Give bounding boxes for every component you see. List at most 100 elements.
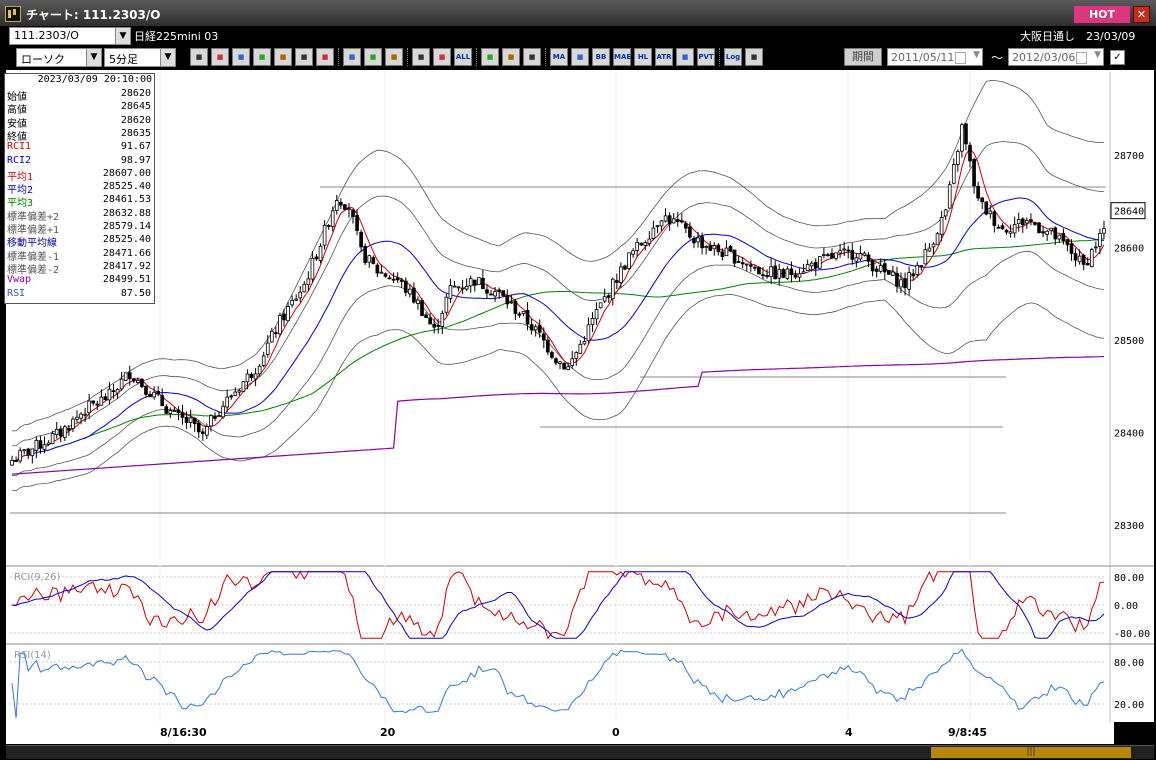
- info-value: 28635: [120, 127, 151, 139]
- candle-body: [781, 269, 786, 278]
- color-icon[interactable]: ■: [253, 48, 271, 66]
- candle-body: [574, 352, 579, 359]
- all-icon[interactable]: ALL: [454, 48, 472, 66]
- candle-body: [1016, 219, 1021, 225]
- chevron-down-icon[interactable]: ▼: [1094, 50, 1101, 60]
- candle-body: [517, 313, 522, 316]
- candle-body: [623, 265, 627, 270]
- candle-body: [420, 300, 424, 317]
- candle-body: [590, 318, 595, 325]
- zoom-icon[interactable]: ■: [190, 48, 208, 66]
- gear-icon[interactable]: ■: [481, 48, 499, 66]
- candle-body: [196, 422, 201, 433]
- vwap-line: [11, 356, 1105, 475]
- candle-body: [740, 262, 745, 265]
- candle-body: [619, 266, 623, 283]
- candle-body: [684, 223, 688, 229]
- info-row: 標準偏差-2 28417.92: [7, 261, 151, 276]
- info-value: 28620: [120, 88, 151, 99]
- rci-panel-title: RCI(9,26): [14, 572, 61, 583]
- calendar-icon[interactable]: [1076, 52, 1087, 64]
- check-icon[interactable]: ✓: [1110, 50, 1125, 65]
- date-range-separator: ～: [991, 51, 1004, 65]
- ma3-line: [11, 238, 1105, 462]
- candle-body: [627, 252, 631, 269]
- brush-icon[interactable]: ■: [502, 48, 520, 66]
- candle-body: [314, 256, 319, 260]
- horizontal-scrollbar[interactable]: |||: [6, 745, 1154, 759]
- ma-icon[interactable]: MA: [550, 48, 568, 66]
- chevron-down-icon[interactable]: ▼: [86, 49, 101, 66]
- candle-body: [278, 315, 282, 335]
- palette-icon[interactable]: ■: [523, 48, 541, 66]
- interval-select[interactable]: 5分足 ▼: [104, 48, 176, 67]
- hot-button[interactable]: HOT: [1074, 6, 1130, 23]
- y-tick-label: 28700: [1114, 151, 1144, 162]
- candle-body: [1004, 229, 1009, 233]
- down-arrow-icon[interactable]: ■: [232, 48, 250, 66]
- candle-body: [26, 448, 31, 455]
- bar-icon[interactable]: ■: [211, 48, 229, 66]
- bs-icon[interactable]: ■: [676, 48, 694, 66]
- chart-type-select[interactable]: ローソク ▼: [16, 48, 102, 67]
- ma2-icon[interactable]: ■: [571, 48, 589, 66]
- candle-body: [83, 413, 87, 416]
- chevron-down-icon[interactable]: ▼: [115, 28, 130, 44]
- candle-body: [355, 214, 359, 231]
- candle-body: [1012, 223, 1017, 234]
- mae-icon[interactable]: MAE: [613, 48, 631, 66]
- rci-y-tick-label: 80.00: [1114, 573, 1144, 584]
- date-to-field[interactable]: 2012/03/06 ▼: [1008, 48, 1104, 66]
- cursor-icon[interactable]: ■: [364, 48, 382, 66]
- info-label: 標準偏差+1: [7, 225, 60, 236]
- candle-body: [22, 449, 27, 452]
- date-from-field[interactable]: 2011/05/11 ▼: [887, 48, 983, 66]
- rci-y-tick-label: -80.00: [1114, 629, 1150, 640]
- chart-area[interactable]: [6, 70, 1154, 722]
- x-tick-label: 8/16:30: [160, 726, 207, 739]
- chevron-down-icon[interactable]: ▼: [973, 50, 980, 60]
- updown-icon[interactable]: ■: [295, 48, 313, 66]
- candle-body: [903, 278, 907, 289]
- period-button[interactable]: 期間: [844, 48, 882, 66]
- toolbar-separator: [338, 48, 341, 66]
- cross-icon[interactable]: ■: [412, 48, 430, 66]
- grid-icon[interactable]: ■: [274, 48, 292, 66]
- candle-body: [533, 326, 538, 331]
- info-label: 平均1: [7, 171, 34, 183]
- candle-body: [188, 417, 193, 423]
- candle-body: [416, 299, 420, 304]
- candle-body: [728, 245, 733, 252]
- candle-body: [1000, 225, 1005, 230]
- candle-body: [513, 300, 518, 314]
- bb-icon[interactable]: BB: [592, 48, 610, 66]
- log-icon[interactable]: Log: [724, 48, 742, 66]
- info-label: 標準偏差-2: [7, 264, 60, 276]
- close-icon[interactable]: ✕: [1133, 6, 1150, 23]
- scrollbar-thumb[interactable]: |||: [931, 747, 1131, 758]
- x-tick-label: 0: [612, 726, 620, 739]
- pen-icon[interactable]: ■: [343, 48, 361, 66]
- hl-icon[interactable]: HL: [634, 48, 652, 66]
- chevron-down-icon[interactable]: ▼: [160, 49, 175, 66]
- atr-icon[interactable]: ATR: [655, 48, 673, 66]
- candle-body: [1029, 219, 1033, 222]
- candle-body: [874, 268, 879, 272]
- cross2-icon[interactable]: ■: [433, 48, 451, 66]
- warning-icon[interactable]: ■: [316, 48, 334, 66]
- candle-body: [1085, 262, 1090, 266]
- symbol-select[interactable]: 111.2303/O ▼: [9, 27, 131, 45]
- candle-body: [282, 313, 286, 321]
- candle-body: [257, 365, 262, 375]
- info-label: 標準偏差-1: [7, 251, 60, 263]
- pvt-icon[interactable]: PVT: [697, 48, 715, 66]
- candle-body: [927, 247, 932, 252]
- split-icon[interactable]: ■: [745, 48, 763, 66]
- candle-body: [951, 164, 956, 184]
- calendar-icon[interactable]: [955, 52, 966, 64]
- candle-body: [245, 373, 250, 383]
- candle-body: [887, 270, 891, 275]
- candle-body: [79, 413, 83, 419]
- undo-icon[interactable]: ■: [385, 48, 403, 66]
